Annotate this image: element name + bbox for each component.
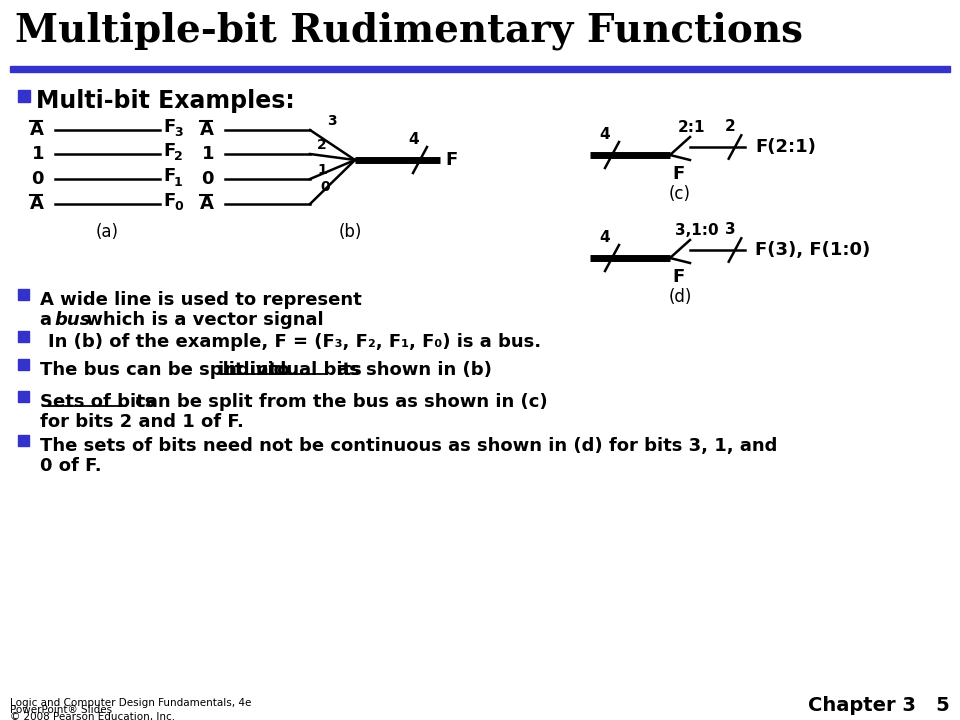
Text: 1: 1	[317, 163, 326, 177]
Text: Multiple-bit Rudimentary Functions: Multiple-bit Rudimentary Functions	[15, 12, 803, 50]
Text: F: F	[163, 167, 176, 185]
Text: 4: 4	[409, 132, 420, 147]
Text: 3: 3	[174, 127, 182, 140]
Text: F: F	[163, 142, 176, 160]
Text: A: A	[200, 195, 214, 213]
Text: 2: 2	[725, 119, 735, 134]
Bar	[18, 435, 29, 446]
Text: 2: 2	[317, 138, 326, 152]
Text: 3,1:0: 3,1:0	[675, 223, 719, 238]
Text: individual bits: individual bits	[218, 361, 362, 379]
Text: 1: 1	[32, 145, 44, 163]
Text: 0: 0	[32, 170, 44, 188]
Text: A wide line is used to represent: A wide line is used to represent	[40, 291, 362, 309]
Text: F: F	[672, 165, 684, 183]
Text: a: a	[40, 311, 59, 329]
Text: A: A	[30, 121, 44, 139]
Text: The bus can be split into: The bus can be split into	[40, 361, 296, 379]
Text: 0: 0	[202, 170, 214, 188]
Bar	[18, 359, 29, 370]
Text: Logic and Computer Design Fundamentals, 4e: Logic and Computer Design Fundamentals, …	[10, 698, 252, 708]
Text: 2:1: 2:1	[678, 120, 706, 135]
Text: (c): (c)	[669, 185, 691, 203]
Text: (b): (b)	[338, 223, 362, 241]
Text: Multi-bit Examples:: Multi-bit Examples:	[36, 89, 295, 113]
Text: 4: 4	[600, 127, 611, 142]
Text: 1: 1	[202, 145, 214, 163]
Text: The sets of bits need not be continuous as shown in (d) for bits 3, 1, and: The sets of bits need not be continuous …	[40, 437, 778, 455]
Text: F: F	[163, 118, 176, 136]
Text: A: A	[200, 121, 214, 139]
Text: 0 of F.: 0 of F.	[40, 457, 102, 475]
Text: F(2:1): F(2:1)	[755, 138, 816, 156]
Text: Sets of bits: Sets of bits	[40, 393, 156, 411]
Text: PowerPoint® Slides: PowerPoint® Slides	[10, 705, 112, 715]
Text: 3: 3	[327, 114, 337, 128]
Text: Chapter 3   5: Chapter 3 5	[808, 696, 950, 715]
Text: 4: 4	[600, 230, 611, 245]
Text: as shown in (b): as shown in (b)	[331, 361, 492, 379]
Text: In (b) of the example, F = (F₃, F₂, F₁, F₀) is a bus.: In (b) of the example, F = (F₃, F₂, F₁, …	[48, 333, 541, 351]
Text: F: F	[163, 192, 176, 210]
Bar	[18, 90, 30, 102]
Text: © 2008 Pearson Education, Inc.: © 2008 Pearson Education, Inc.	[10, 712, 175, 720]
Text: (a): (a)	[95, 223, 118, 241]
Text: F: F	[445, 151, 457, 169]
Bar	[18, 331, 29, 342]
Text: 3: 3	[725, 222, 735, 237]
Text: A: A	[30, 195, 44, 213]
Bar	[10, 66, 950, 72]
Text: 1: 1	[174, 176, 182, 189]
Text: 2: 2	[174, 150, 182, 163]
Text: bus: bus	[54, 311, 90, 329]
Text: which is a vector signal: which is a vector signal	[80, 311, 324, 329]
Text: can be split from the bus as shown in (c): can be split from the bus as shown in (c…	[129, 393, 547, 411]
Text: 0: 0	[320, 180, 329, 194]
Text: F(3), F(1:0): F(3), F(1:0)	[755, 241, 871, 259]
Text: for bits 2 and 1 of F.: for bits 2 and 1 of F.	[40, 413, 244, 431]
Text: F: F	[672, 268, 684, 286]
Text: (d): (d)	[668, 288, 692, 306]
Text: 0: 0	[174, 200, 182, 214]
Bar	[18, 391, 29, 402]
Bar	[18, 289, 29, 300]
